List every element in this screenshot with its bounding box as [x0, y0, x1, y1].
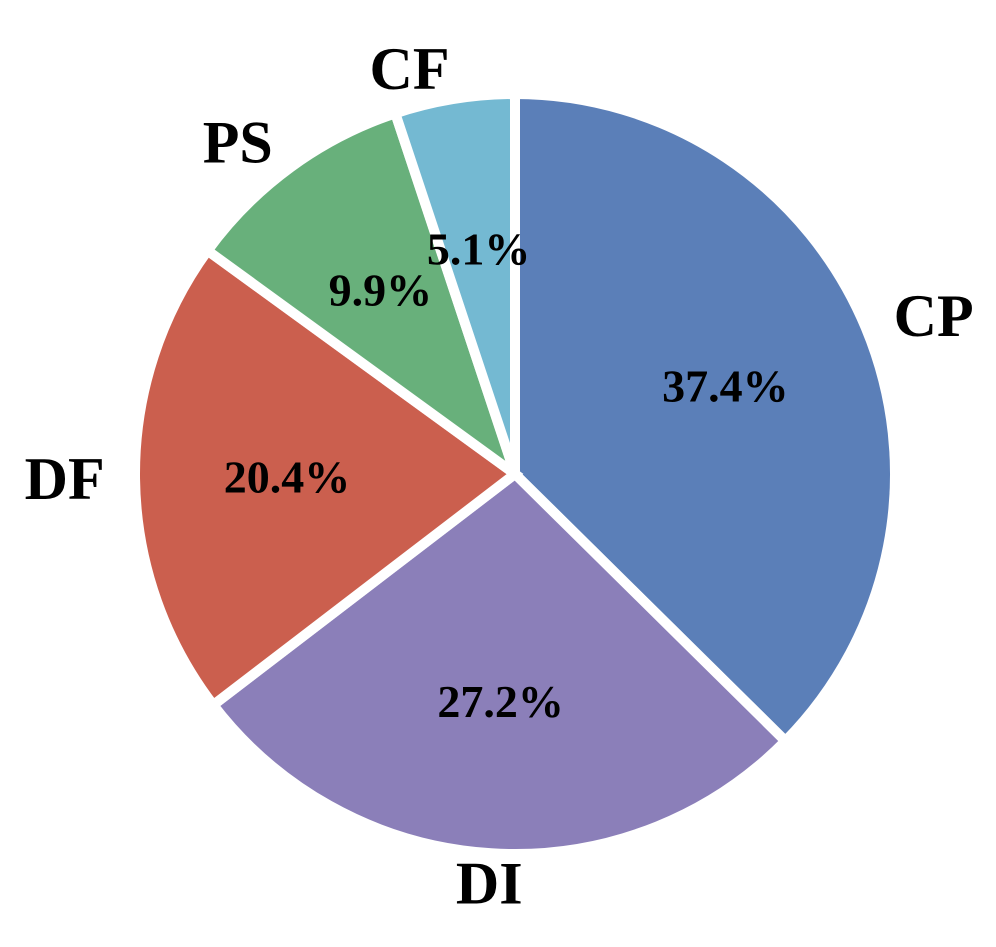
- pie-slice-ps: [200, 107, 525, 488]
- pie-slice-cp: [510, 88, 900, 749]
- category-label-ps: PS: [203, 110, 273, 176]
- value-label-cp: 37.4%: [662, 361, 789, 412]
- category-label-di: DI: [456, 851, 523, 917]
- category-label-cf: CF: [370, 36, 450, 102]
- category-label-cp: CP: [894, 283, 974, 349]
- pie-value-labels: 37.4% 27.2% 20.4% 9.9%5.1%: [224, 223, 789, 727]
- pie-slice-di: [206, 467, 793, 859]
- value-label-ps: 9.9%: [329, 264, 433, 315]
- category-label-df: DF: [25, 446, 105, 512]
- value-label-cf: 5.1%: [427, 223, 531, 274]
- pie-slices: [130, 88, 900, 859]
- value-label-df: 20.4%: [224, 451, 351, 502]
- value-label-di: 27.2%: [437, 676, 564, 727]
- pie-slice-df: [130, 243, 524, 713]
- pie-category-labels: CP DI DF PS CF: [25, 36, 974, 917]
- pie-slice-cf: [388, 88, 520, 476]
